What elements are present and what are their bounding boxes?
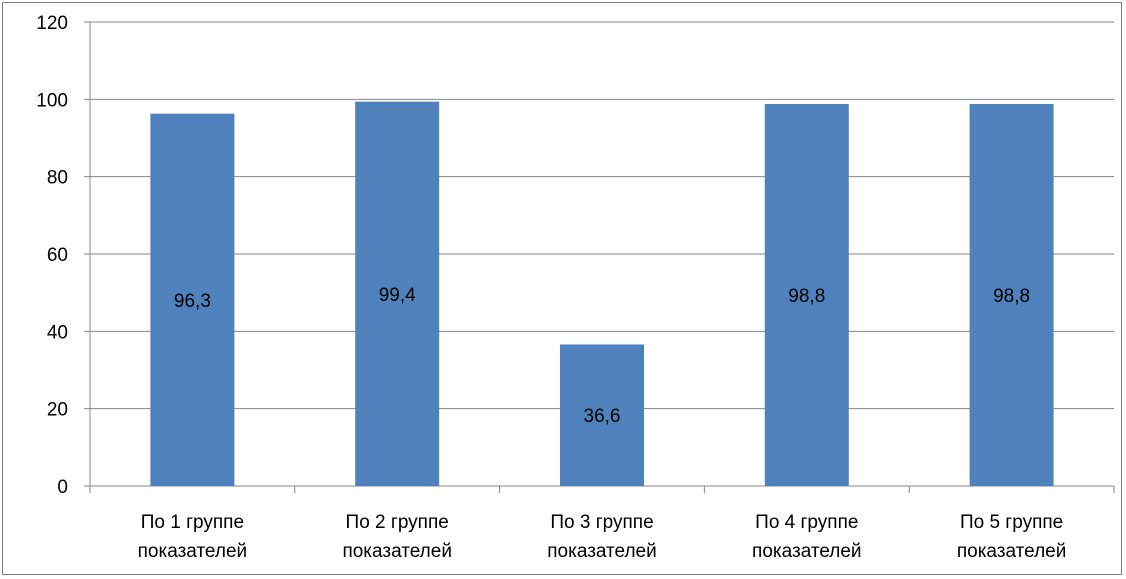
bar [560, 344, 644, 486]
bar [355, 101, 440, 487]
data-label: 98,8 [993, 286, 1030, 307]
x-category-label: По 5 группе [960, 512, 1063, 533]
y-tick-label: 80 [47, 168, 68, 189]
x-category-label: По 4 группе [755, 512, 858, 533]
bar [969, 103, 1054, 487]
x-category-label: показателей [547, 541, 657, 562]
x-category-label: показателей [138, 541, 248, 562]
x-category-label: показателей [342, 541, 452, 562]
x-category-label: По 3 группе [550, 512, 653, 533]
y-tick-label: 120 [36, 13, 68, 34]
y-tick-label: 0 [57, 477, 68, 498]
x-category-label: По 1 группе [141, 512, 244, 533]
y-tick-label: 100 [36, 90, 68, 111]
x-category-label: показателей [957, 541, 1067, 562]
data-label: 36,6 [584, 406, 621, 427]
y-tick-label: 20 [47, 400, 68, 421]
x-category-label: По 2 группе [346, 512, 449, 533]
data-label: 98,8 [788, 286, 825, 307]
y-tick-label: 60 [47, 245, 68, 266]
data-label: 99,4 [379, 285, 416, 306]
y-tick-label: 40 [47, 322, 68, 343]
data-label: 96,3 [174, 291, 211, 312]
bar [764, 103, 849, 487]
x-category-label: показателей [752, 541, 862, 562]
bar [150, 113, 235, 486]
